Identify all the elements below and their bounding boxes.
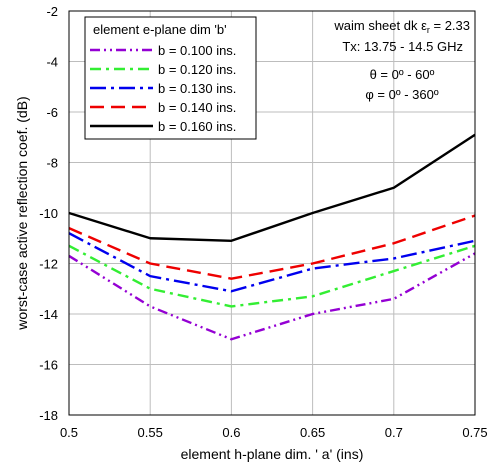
annotation-phi: φ = 0º - 360º bbox=[365, 87, 438, 102]
y-tick-label-1: -16 bbox=[39, 358, 58, 373]
legend-label-4: b = 0.160 ins. bbox=[158, 119, 236, 134]
y-tick-label-5: -8 bbox=[46, 156, 58, 171]
legend-box bbox=[84, 16, 257, 140]
y-tick-label-0: -18 bbox=[39, 408, 58, 423]
y-axis-label: worst-case active reflection coef. (dB) bbox=[14, 96, 30, 330]
plot-frame bbox=[68, 10, 476, 416]
legend-entries: b = 0.100 ins. b = 0.120 ins. b = 0.130 in… bbox=[90, 43, 236, 134]
x-tick-label-5: 0.75 bbox=[462, 425, 487, 440]
annotation-frequency: Tx: 13.75 - 14.5 GHz bbox=[342, 39, 463, 54]
x-axis-label: element h-plane dim. ' a' (ins) bbox=[181, 446, 364, 462]
y-tick-label-2: -14 bbox=[39, 307, 58, 322]
x-tick-label-1: 0.55 bbox=[138, 425, 163, 440]
y-tick-label-6: -6 bbox=[46, 105, 58, 120]
series-line-2 bbox=[68, 232, 476, 293]
annotation-block: waim sheet dk εr = 2.33 Tx: 13.75 - 14.5… bbox=[333, 18, 470, 102]
x-tick-label-0: 0.5 bbox=[60, 425, 78, 440]
y-tick-label-4: -10 bbox=[39, 206, 58, 221]
y-tick-labels: -18 -16 -14 -12 -10 -8 -6 -4 -2 bbox=[39, 4, 58, 423]
y-tick-label-7: -4 bbox=[46, 55, 58, 70]
x-tick-labels: 0.5 0.55 0.6 0.65 0.7 0.75 bbox=[60, 425, 488, 440]
x-tick-label-3: 0.65 bbox=[300, 425, 325, 440]
legend: element e-plane dim 'b' b = 0.100 ins.b … bbox=[84, 16, 257, 140]
x-tick-label-2: 0.6 bbox=[222, 425, 240, 440]
series-line-3 bbox=[68, 214, 476, 280]
x-tick-label-4: 0.7 bbox=[385, 425, 403, 440]
legend-title: element e-plane dim 'b' bbox=[93, 22, 227, 37]
series-line-0 bbox=[68, 252, 476, 341]
legend-label-1: b = 0.120 ins. bbox=[158, 62, 236, 77]
legend-label-3: b = 0.140 ins. bbox=[158, 100, 236, 115]
series-line-4 bbox=[68, 133, 476, 242]
series-lines bbox=[68, 133, 476, 341]
series-line-1 bbox=[68, 244, 476, 308]
y-tick-label-8: -2 bbox=[46, 4, 58, 19]
y-tick-label-3: -12 bbox=[39, 257, 58, 272]
annotation-theta: θ = 0º - 60º bbox=[370, 67, 435, 82]
legend-label-2: b = 0.130 ins. bbox=[158, 81, 236, 96]
legend-label-0: b = 0.100 ins. bbox=[158, 43, 236, 58]
annotation-waim-sheet: waim sheet dk εr = 2.33 bbox=[333, 18, 470, 35]
